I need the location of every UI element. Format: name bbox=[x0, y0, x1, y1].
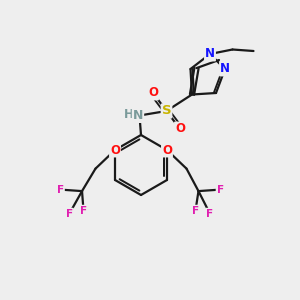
Text: S: S bbox=[162, 104, 171, 118]
Text: O: O bbox=[148, 86, 158, 100]
Text: F: F bbox=[217, 184, 224, 195]
Text: O: O bbox=[110, 143, 120, 157]
Text: H: H bbox=[124, 107, 134, 121]
Text: F: F bbox=[57, 184, 64, 195]
Text: F: F bbox=[66, 208, 73, 219]
Text: O: O bbox=[175, 122, 185, 136]
Text: F: F bbox=[192, 206, 199, 216]
Text: N: N bbox=[133, 109, 143, 122]
Text: N: N bbox=[220, 62, 230, 76]
Text: F: F bbox=[80, 206, 87, 216]
Text: N: N bbox=[205, 47, 215, 61]
Text: O: O bbox=[162, 143, 172, 157]
Text: F: F bbox=[206, 208, 213, 219]
